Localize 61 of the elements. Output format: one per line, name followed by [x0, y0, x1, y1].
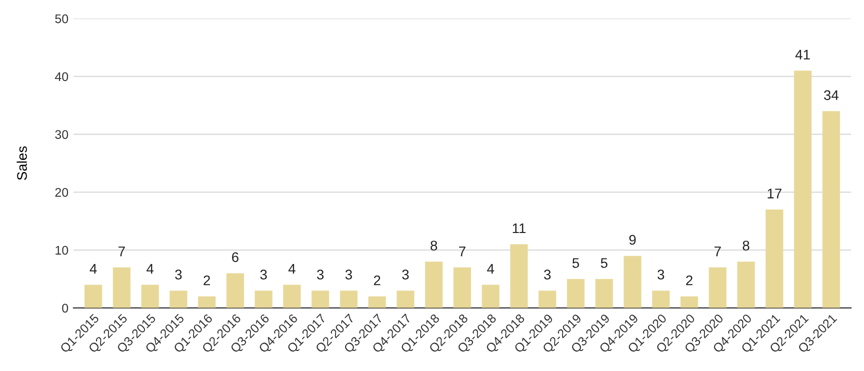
data-label: 2	[374, 275, 380, 286]
bar	[482, 284, 500, 308]
data-label: 3	[345, 270, 352, 280]
data-label: 4	[146, 264, 154, 274]
data-label: 17	[768, 188, 782, 198]
bar	[680, 296, 698, 308]
data-label: 11	[512, 223, 526, 234]
bar	[283, 284, 301, 308]
bar	[112, 267, 130, 308]
bar	[566, 278, 585, 308]
y-tick-label: 0	[62, 304, 68, 313]
bar	[312, 290, 330, 308]
bar	[425, 262, 443, 308]
data-label: 4	[90, 264, 97, 274]
data-label: 34	[824, 90, 838, 100]
data-label: 5	[572, 258, 580, 268]
bar	[510, 244, 528, 308]
y-tick-label: 30	[55, 130, 68, 139]
data-label: 3	[402, 270, 409, 280]
y-tick-label: 20	[55, 188, 68, 197]
data-label: 3	[175, 270, 182, 280]
bar	[766, 210, 784, 308]
data-label: 5	[600, 258, 608, 268]
bar	[170, 290, 188, 308]
bar	[624, 256, 642, 308]
data-label: 41	[795, 50, 810, 60]
bar	[453, 267, 472, 308]
bar	[538, 290, 556, 308]
bar	[396, 290, 414, 308]
data-label: 8	[430, 240, 438, 251]
bar	[737, 262, 755, 308]
data-label: 7	[459, 246, 466, 256]
data-label: 6	[232, 252, 238, 262]
data-label: 7	[714, 246, 721, 256]
y-tick-label: 40	[54, 72, 68, 82]
data-label: 4	[487, 264, 494, 274]
bar	[198, 296, 216, 308]
bar	[794, 70, 812, 308]
data-label: 4	[288, 264, 296, 274]
data-label: 2	[686, 275, 692, 286]
data-label: 9	[629, 234, 636, 245]
bar	[708, 267, 726, 308]
y-tick-label: 10	[56, 246, 68, 255]
bar	[368, 296, 386, 308]
bar	[141, 284, 159, 308]
bar	[340, 290, 358, 308]
bar	[254, 290, 272, 308]
bar	[595, 278, 613, 308]
y-axis-title: Sales	[16, 146, 27, 180]
bar	[652, 290, 670, 308]
bar	[226, 273, 244, 308]
data-label: 7	[118, 246, 125, 256]
data-label: 8	[742, 240, 750, 251]
data-label: 3	[260, 270, 267, 280]
data-label: 3	[544, 270, 551, 280]
bar	[822, 111, 840, 308]
data-label: 2	[204, 275, 210, 286]
bar	[84, 284, 102, 308]
data-label: 3	[658, 270, 664, 280]
data-label: 3	[317, 270, 324, 280]
y-tick-label: 50	[55, 14, 68, 24]
